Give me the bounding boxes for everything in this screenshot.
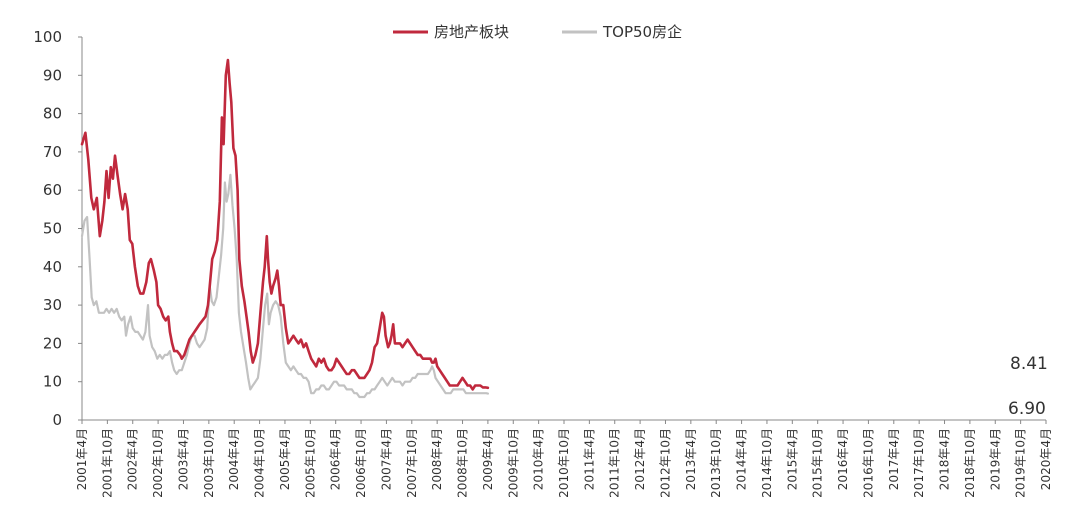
x-tick-label: 2004年10月 [253, 428, 267, 498]
x-tick-label: 2005年10月 [303, 428, 317, 498]
y-axis-ticks: 0 10 20 30 40 50 60 70 80 90 100 [33, 28, 82, 429]
x-tick-label: 2015年4月 [785, 428, 799, 490]
x-tick-label: 2007年10月 [405, 428, 419, 498]
x-tick-label: 2013年10月 [709, 428, 723, 498]
x-tick-label: 2016年10月 [861, 428, 875, 498]
x-tick-label: 2018年4月 [938, 428, 952, 490]
x-tick-label: 2006年10月 [354, 428, 368, 498]
legend-label-series-1: 房地产板块 [434, 23, 509, 41]
y-tick-label: 70 [43, 143, 62, 161]
legend-label-series-2: TOP50房企 [602, 23, 682, 41]
y-tick-label: 90 [43, 66, 62, 84]
x-tick-label: 2002年4月 [126, 428, 140, 490]
x-tick-label: 2014年10月 [760, 428, 774, 498]
x-tick-label: 2010年10月 [557, 428, 571, 498]
x-tick-label: 2012年4月 [633, 428, 647, 490]
legend: 房地产板块 TOP50房企 [393, 23, 682, 41]
y-tick-label: 0 [52, 411, 62, 429]
series-lines [80, 58, 490, 399]
x-tick-label: 2008年4月 [430, 428, 444, 490]
x-tick-label: 2011年4月 [582, 428, 596, 490]
x-tick-label: 2003年10月 [202, 428, 216, 498]
x-tick-label: 2006年4月 [329, 428, 343, 490]
x-tick-label: 2019年10月 [1014, 428, 1028, 498]
y-tick-label: 100 [33, 28, 62, 46]
x-tick-label: 2013年4月 [684, 428, 698, 490]
axes [81, 37, 1046, 421]
x-tick-label: 2011年10月 [608, 428, 622, 498]
y-tick-label: 10 [43, 373, 62, 391]
x-tick-label: 2015年10月 [811, 428, 825, 498]
series-line-2 [80, 173, 489, 399]
annotation-series-1-last-value: 8.41 [1010, 354, 1048, 374]
x-tick-label: 2010年4月 [532, 428, 546, 490]
y-tick-label: 30 [43, 296, 62, 314]
x-tick-label: 2001年10月 [100, 428, 114, 498]
x-tick-label: 2017年4月 [887, 428, 901, 490]
x-tick-label: 2019年4月 [988, 428, 1002, 490]
x-tick-label: 2016年4月 [836, 428, 850, 490]
x-tick-label: 2003年4月 [176, 428, 190, 490]
x-tick-label: 2002年10月 [151, 428, 165, 498]
x-tick-label: 2004年4月 [227, 428, 241, 490]
y-tick-label: 40 [43, 258, 62, 276]
y-tick-label: 50 [43, 220, 62, 238]
x-tick-label: 2012年10月 [658, 428, 672, 498]
x-tick-label: 2017年10月 [912, 428, 926, 498]
x-tick-label: 2005年4月 [278, 428, 292, 490]
x-axis-ticks: 2001年4月 2001年10月 2002年4月 2002年10月 2003年4月 200… [75, 420, 1053, 498]
x-tick-label: 2009年4月 [481, 428, 495, 490]
x-tick-label: 2007年4月 [379, 428, 393, 490]
x-tick-label: 2009年10月 [506, 428, 520, 498]
x-tick-label: 2008年10月 [456, 428, 470, 498]
x-tick-label: 2001年4月 [75, 428, 89, 490]
y-tick-label: 80 [43, 105, 62, 123]
x-tick-label: 2020年4月 [1039, 428, 1053, 490]
x-tick-label: 2018年10月 [963, 428, 977, 498]
annotation-series-2-last-value: 6.90 [1008, 399, 1046, 419]
y-tick-label: 20 [43, 334, 62, 352]
annotations: 8.41 6.90 [1008, 354, 1048, 419]
x-tick-label: 2014年4月 [735, 428, 749, 490]
y-tick-label: 60 [43, 181, 62, 199]
series-line-1 [80, 58, 490, 391]
